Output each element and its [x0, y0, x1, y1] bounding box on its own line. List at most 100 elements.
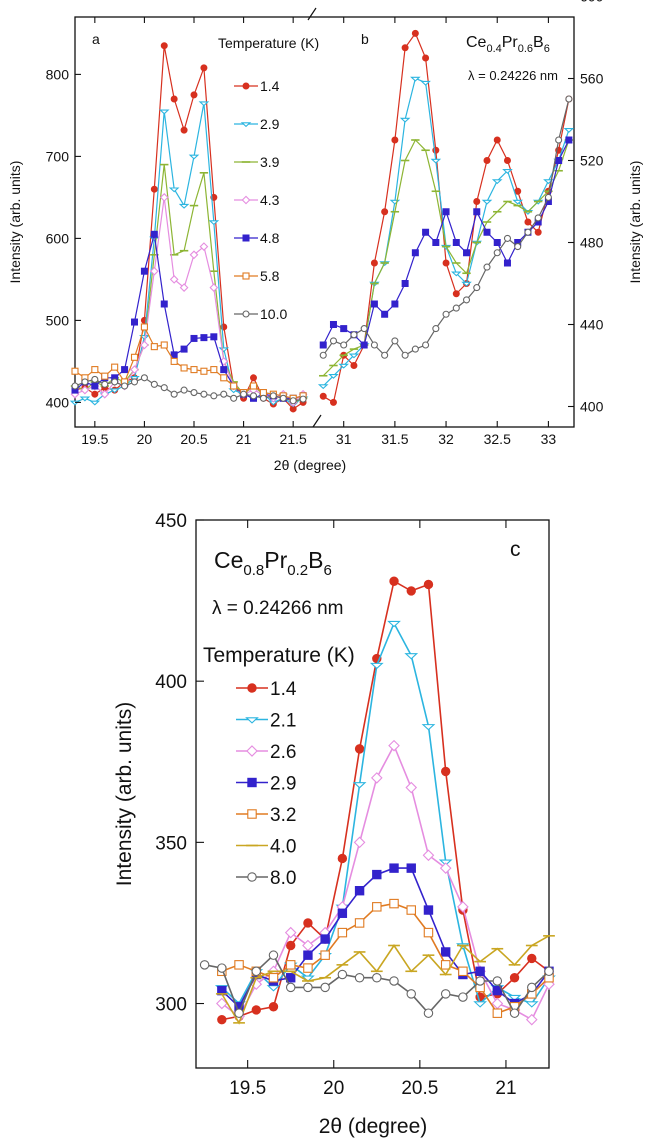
data-point: [91, 366, 99, 374]
data-point: [170, 95, 178, 103]
data-point: [389, 976, 399, 986]
data-point: [352, 782, 367, 789]
data-point: [169, 275, 179, 284]
data-point: [491, 179, 503, 185]
data-point: [423, 927, 434, 938]
data-point: [422, 228, 430, 236]
data-point: [432, 325, 440, 333]
data-point: [240, 390, 248, 398]
data-point: [391, 337, 399, 345]
y-tick-label: 450: [155, 511, 187, 532]
data-point: [230, 394, 238, 402]
top-legend: 1.4 2.9 3.9 4.3 4.8 5.8 10.0: [234, 78, 287, 322]
legend-entry-2_1: 2.1: [236, 711, 296, 732]
series-line: [74, 102, 304, 405]
x-tick-label: 19.5: [229, 1078, 266, 1099]
data-point: [200, 334, 208, 342]
panel-a-label: a: [92, 31, 100, 47]
data-point: [493, 136, 501, 144]
data-point: [527, 953, 537, 964]
top-x-axis-label: 2θ (degree): [274, 457, 346, 473]
data-point: [543, 978, 555, 991]
series-line: [221, 743, 550, 1021]
legend-label: 1.4: [260, 78, 280, 94]
data-point: [507, 994, 522, 1002]
data-point: [139, 335, 150, 340]
data-point: [285, 982, 296, 993]
data-point: [189, 250, 199, 260]
data-point: [303, 950, 313, 960]
data-point: [210, 333, 218, 341]
legend-entry-1_4: 1.4: [234, 78, 280, 94]
data-point: [160, 341, 168, 349]
y-tick-label: 600: [580, 0, 604, 5]
data-point: [140, 340, 149, 350]
series-b-10_0: [319, 95, 573, 359]
data-point: [354, 918, 365, 928]
legend-entry-1_4: 1.4: [236, 679, 297, 700]
data-point: [483, 263, 491, 271]
data-point: [178, 203, 190, 209]
data-point: [285, 960, 296, 970]
data-point: [200, 64, 208, 72]
data-point: [150, 343, 158, 351]
top-plot-frame: [74, 16, 575, 428]
series-line: [322, 77, 570, 387]
data-point: [269, 392, 277, 400]
data-point: [514, 243, 522, 251]
data-point: [220, 390, 228, 398]
series-a-10_0: [71, 374, 307, 405]
data-point: [303, 918, 313, 928]
data-point: [180, 386, 188, 394]
data-point: [91, 390, 99, 398]
data-point: [217, 963, 227, 973]
data-point: [200, 390, 208, 398]
data-point: [268, 950, 279, 960]
data-point: [150, 230, 158, 238]
data-point: [329, 321, 337, 328]
data-point: [389, 576, 399, 586]
data-point: [440, 766, 451, 777]
data-point: [370, 259, 378, 267]
data-point: [473, 208, 481, 216]
data-point: [337, 853, 348, 864]
data-point: [452, 290, 460, 298]
y-tick-label: 400: [155, 672, 187, 693]
x-tick-label: 20: [137, 431, 153, 447]
y-tick-label: 440: [580, 317, 604, 333]
legend-marker: [247, 777, 257, 788]
top-legend-title: Temperature (K): [218, 35, 319, 51]
data-point: [319, 351, 327, 359]
legend-marker: [240, 122, 252, 128]
data-point: [509, 1008, 520, 1018]
data-point: [555, 136, 563, 144]
data-point: [360, 341, 368, 349]
data-point: [289, 397, 297, 405]
data-point: [370, 772, 383, 784]
data-point: [220, 374, 228, 382]
legend-entry-2_9: 2.9: [234, 116, 280, 132]
data-point: [421, 724, 436, 731]
data-point: [503, 157, 511, 164]
data-point: [140, 267, 148, 275]
data-point: [381, 208, 389, 216]
panel-b-axis-ticks: 31 31.5 32 32.5 33 400 440 480 520 560 600: [336, 0, 604, 447]
legend-label: 1.4: [270, 679, 297, 700]
data-point: [502, 169, 513, 174]
data-point: [406, 586, 416, 596]
data-point: [401, 351, 409, 359]
data-point: [353, 836, 366, 849]
data-point: [79, 396, 91, 402]
legend-label: 4.0: [270, 837, 296, 858]
legend-entry-4_8: 4.8: [234, 230, 280, 246]
data-point: [432, 239, 440, 246]
data-point: [217, 1014, 227, 1025]
data-point: [160, 384, 168, 392]
x-tick-label: 20: [323, 1078, 344, 1099]
data-point: [475, 976, 485, 986]
data-point: [303, 982, 313, 993]
y-tick-label: 400: [580, 399, 604, 415]
data-point: [440, 947, 451, 957]
